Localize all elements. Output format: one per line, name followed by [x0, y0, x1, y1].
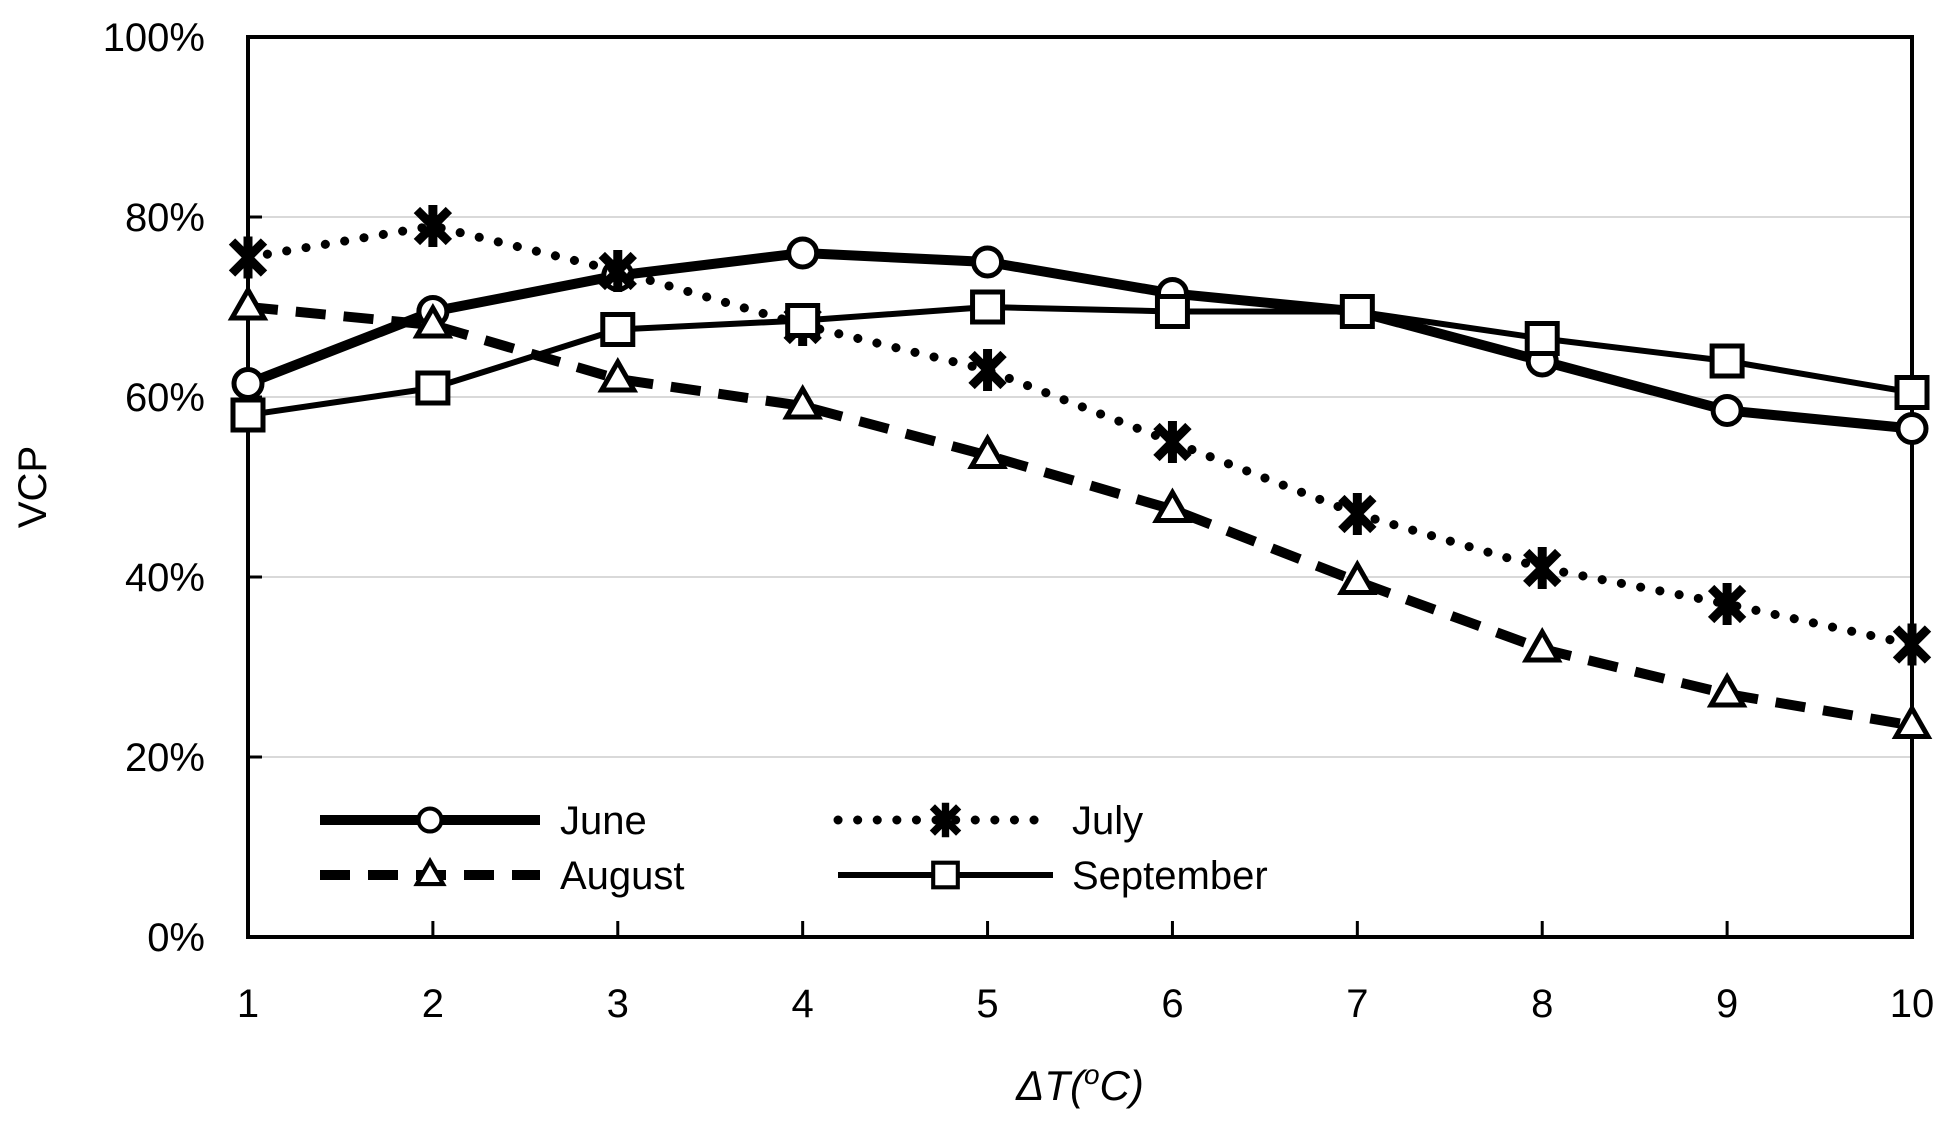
marker-square — [1524, 321, 1560, 356]
y-tick-label: 80% — [125, 196, 205, 240]
series-line-september — [247, 303, 1913, 418]
legend-item-july: July — [833, 799, 1143, 843]
marker-triangle — [227, 284, 269, 321]
marker-circle — [971, 245, 1005, 279]
marker-asterisk — [1153, 421, 1192, 463]
x-tick-label: 9 — [1716, 982, 1738, 1026]
marker-triangle — [1706, 671, 1748, 708]
marker-square — [230, 397, 266, 433]
series-line-july — [243, 221, 1917, 649]
marker-square — [970, 289, 1006, 325]
marker-asterisk — [1523, 547, 1562, 589]
marker-circle — [1895, 412, 1929, 445]
marker-asterisk — [929, 802, 962, 838]
marker-triangle — [412, 302, 454, 339]
x-axis-title: ΔT(oC) — [1015, 1059, 1144, 1109]
marker-asterisk — [228, 236, 268, 279]
marker-asterisk — [1338, 493, 1377, 535]
legend-item-august: August — [320, 854, 685, 898]
y-tick-label: 40% — [125, 556, 205, 600]
marker-square — [1894, 375, 1930, 410]
series-august — [227, 284, 1933, 739]
marker-asterisk — [1892, 623, 1932, 666]
y-tick-label: 0% — [147, 916, 205, 960]
marker-square — [931, 860, 960, 890]
legend-item-september: September — [838, 854, 1268, 898]
legend-item-june: June — [320, 799, 647, 843]
legend-label: June — [560, 799, 647, 843]
marker-triangle — [413, 856, 447, 887]
marker-triangle — [1521, 626, 1563, 663]
marker-square — [1154, 294, 1190, 329]
x-tick-label: 4 — [792, 982, 814, 1026]
marker-asterisk — [598, 250, 637, 292]
y-tick-label: 60% — [125, 376, 205, 420]
marker-square — [1709, 343, 1745, 379]
marker-triangle — [967, 433, 1008, 469]
legend-label: August — [560, 854, 685, 898]
y-tick-label: 100% — [103, 16, 205, 60]
marker-asterisk — [413, 205, 453, 247]
y-tick-label: 20% — [125, 736, 205, 780]
y-axis-title: VCP — [11, 446, 55, 528]
tick-labels: 0% 20% 40% 60% 80% 100% 1 2 3 4 5 6 7 8 9 10 — [103, 16, 1935, 1026]
legend-label: July — [1072, 799, 1143, 843]
marker-asterisk — [968, 349, 1007, 391]
marker-square — [415, 370, 451, 406]
marker-triangle — [1152, 487, 1193, 523]
marker-asterisk — [1707, 583, 1747, 625]
legend-label: September — [1072, 854, 1268, 898]
series-line-june — [246, 247, 1913, 434]
x-tick-label: 5 — [976, 982, 998, 1026]
marker-triangle — [1891, 703, 1933, 739]
marker-square — [1339, 294, 1375, 329]
marker-square — [785, 303, 821, 338]
marker-square — [600, 312, 636, 347]
marker-circle — [416, 806, 444, 834]
x-tick-label: 10 — [1890, 982, 1935, 1026]
marker-circle — [231, 367, 265, 400]
x-tick-label: 7 — [1346, 982, 1368, 1026]
x-tick-label: 1 — [237, 982, 259, 1026]
legend: June July August September — [320, 799, 1268, 898]
x-tick-label: 2 — [422, 982, 444, 1026]
x-tick-label: 3 — [607, 982, 629, 1026]
marker-triangle — [782, 383, 823, 420]
marker-triangle — [1337, 559, 1378, 595]
series-september — [230, 289, 1930, 433]
x-tick-label: 6 — [1161, 982, 1183, 1026]
marker-circle — [786, 236, 820, 270]
marker-circle — [1710, 394, 1744, 427]
axes — [246, 35, 1914, 939]
marker-triangle — [597, 356, 639, 393]
series-june — [231, 236, 1929, 445]
x-tick-label: 8 — [1531, 982, 1553, 1026]
gridlines — [248, 216, 1912, 758]
